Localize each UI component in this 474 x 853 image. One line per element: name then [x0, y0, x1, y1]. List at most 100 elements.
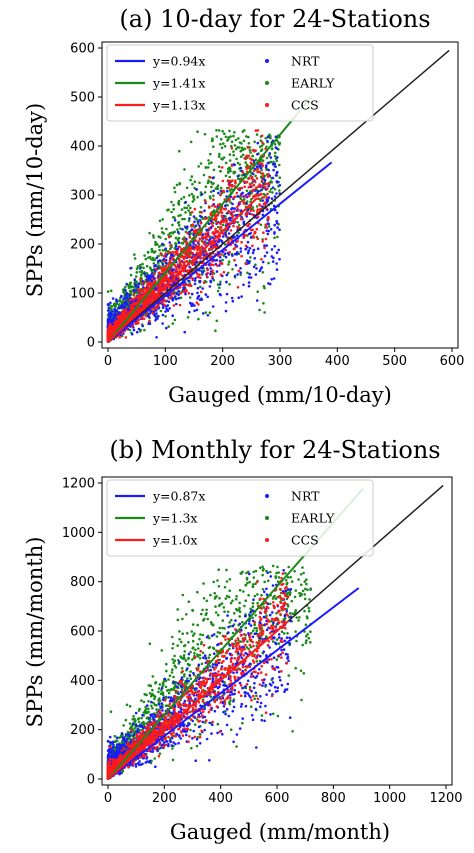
panel-a-ccs-point [247, 186, 251, 189]
panel-b-early-point [306, 588, 309, 591]
panel-a-early-point [134, 275, 138, 278]
panel-a-ccs-point [244, 244, 248, 248]
panel-a-nrt-point [165, 262, 168, 265]
panel-a-nrt-point [218, 283, 222, 286]
panel-a-ccs-point [230, 237, 233, 241]
panel-a-ccs-point [144, 291, 147, 294]
panel-b-x-tick-label: 400 [208, 791, 233, 806]
panel-a-ccs-point [249, 209, 252, 212]
panel-a-ccs-point [233, 220, 237, 224]
panel-b-early-point [191, 658, 194, 661]
panel-a-ccs-point [229, 229, 233, 232]
panel-a-ccs-point [172, 257, 175, 261]
panel-a-x-tick-label: 500 [382, 354, 407, 369]
panel-a-ccs-point [185, 259, 188, 263]
panel-b-early-point [261, 569, 265, 572]
panel-a-ccs-point [215, 239, 219, 242]
panel-a-early-point [221, 223, 225, 227]
panel-a-ccs-point [245, 167, 249, 170]
panel-b-early-point [309, 641, 312, 644]
panel-a-nrt-point [275, 221, 279, 225]
panel-a-ccs-point [171, 250, 175, 254]
panel-a-ccs-point [204, 200, 207, 203]
panel-b-early-point [239, 640, 243, 643]
panel-a-nrt-point [271, 186, 275, 189]
panel-a-ccs-point [172, 304, 176, 307]
panel-a-nrt-point [137, 285, 140, 289]
panel-a-early-point [130, 285, 133, 289]
panel-a-nrt-point [209, 280, 213, 284]
panel-a-early-point [259, 149, 263, 153]
panel-b-early-point [269, 602, 272, 606]
panel-a-ccs-point [137, 321, 140, 325]
panel-a-early-point [228, 175, 231, 179]
panel-a-nrt-point [177, 241, 181, 245]
panel-a-early-point [263, 311, 266, 314]
panel-a-nrt-point [108, 315, 112, 319]
panel-a-nrt-point [269, 227, 273, 231]
panel-a-early-point [178, 182, 181, 185]
panel-a-nrt-point [161, 262, 165, 266]
panel-a-early-point [212, 194, 215, 198]
panel-a-early-point [142, 266, 145, 270]
panel-a-ccs-point [235, 191, 239, 195]
panel-a-nrt-point [193, 279, 197, 282]
panel-a-early-point [234, 147, 238, 151]
panel-a-early-point [171, 216, 175, 219]
panel-a-early-point [249, 164, 252, 168]
panel-b-early-point [243, 604, 246, 608]
panel-a-early-point [224, 135, 228, 139]
panel-a-series-ccs-fit-line [107, 197, 258, 343]
panel-b-early-point [249, 645, 253, 649]
panel-a-ccs-point [264, 223, 268, 226]
panel-b-early-point [158, 683, 162, 686]
panel-a-ccs-point [232, 196, 235, 199]
panel-a-early-point [264, 136, 268, 140]
panel-a-early-point [189, 178, 192, 182]
panel-a-early-point [182, 195, 186, 199]
panel-a-early-point [184, 230, 188, 234]
panel-a-nrt-point [276, 170, 279, 174]
panel-b-early-point [297, 578, 300, 581]
panel-a-ccs-point [256, 168, 259, 171]
panel-a-early-point [273, 236, 276, 240]
panel-b-early-point [261, 565, 264, 569]
panel-a-nrt-point [225, 280, 228, 284]
panel-a-early-point [262, 302, 265, 305]
panel-a-ccs-point [232, 210, 236, 213]
panel-a-nrt-point [154, 319, 157, 322]
panel-a-ccs-point [192, 229, 196, 233]
panel-a-ccs-point [245, 180, 249, 184]
panel-a-early-point [123, 291, 126, 294]
panel-a-early-point [148, 231, 151, 235]
panel-a-ccs-point [116, 315, 119, 319]
panel-a-early-point [171, 231, 174, 234]
panel-a-nrt-point [239, 250, 243, 253]
panel-b-early-point [229, 601, 233, 605]
panel-a-ccs-point [221, 179, 225, 183]
panel-a-early-point [193, 186, 196, 190]
panel-a-ccs-point [175, 268, 178, 272]
panel-b-early-point [171, 642, 175, 646]
panel-a-early-point [272, 160, 275, 164]
panel-a-early-point [177, 203, 181, 206]
panel-b-early-point [189, 728, 192, 732]
panel-b-early-point [122, 724, 125, 727]
panel-a-early-point [259, 139, 263, 142]
panel-a-nrt-point [164, 247, 167, 250]
panel-a-ccs-point [265, 226, 269, 229]
panel-a-nrt-point [244, 247, 247, 251]
panel-a-nrt-point [198, 279, 202, 283]
panel-a-nrt-point [150, 272, 154, 275]
panel-b-y-tick-label: 800 [70, 575, 95, 590]
panel-b-early-point [254, 614, 257, 617]
panel-a-nrt-point [185, 237, 188, 241]
panel-a-nrt-point [188, 217, 191, 220]
panel-b-early-point [263, 580, 267, 584]
panel-b-early-point [196, 643, 199, 646]
panel-b-y-axis-label: SPPs (mm/month) [23, 537, 47, 728]
panel-a-early-point [221, 129, 224, 133]
panel-a-nrt-point [174, 295, 177, 298]
panel-b-early-point [164, 695, 168, 699]
panel-a-early-point [214, 329, 217, 333]
